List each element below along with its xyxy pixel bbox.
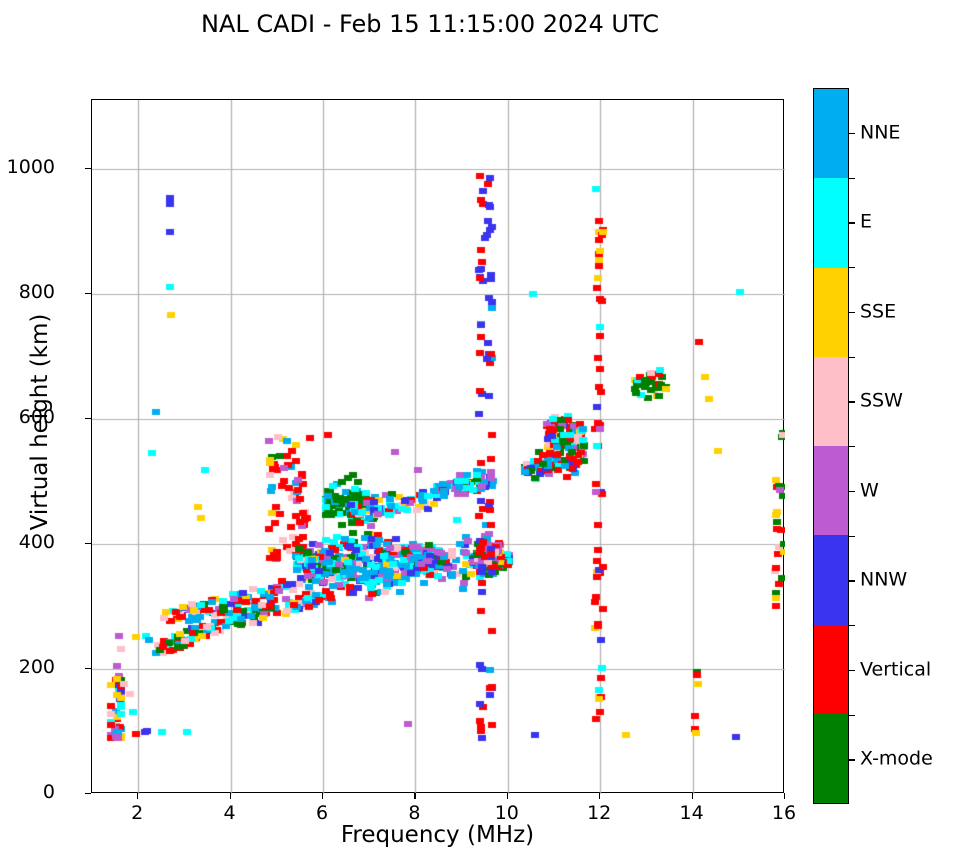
- y-tick-mark: [85, 542, 91, 545]
- x-tick-mark: [229, 793, 231, 799]
- colorbar-tick-labels: NNE E SSE SSW W NNW Vertical X-mode: [849, 88, 958, 804]
- colorbar-segment-w[interactable]: [814, 446, 848, 536]
- y-tick-mark: [85, 417, 91, 420]
- colorbar-segment-nnw[interactable]: [814, 535, 848, 625]
- x-tick-label: 6: [315, 802, 329, 824]
- colorbar-label-x-mode: X-mode: [860, 747, 933, 770]
- colorbar-label-sse: SSE: [860, 300, 897, 323]
- colorbar-tick-mark: [849, 490, 855, 493]
- y-axis-tick-labels: 0 200 400 600 800 1000: [0, 0, 91, 857]
- x-tick-mark: [784, 793, 786, 799]
- colorbar-tick-mark: [849, 580, 855, 582]
- colorbar-boundary-mark: [849, 714, 855, 716]
- x-tick-label: 8: [408, 802, 421, 824]
- colorbar[interactable]: [813, 88, 849, 804]
- x-tick-mark: [599, 793, 601, 799]
- colorbar-boundary-mark: [849, 446, 855, 448]
- colorbar-boundary-mark: [849, 177, 855, 179]
- plot-axes-area[interactable]: [91, 99, 785, 794]
- colorbar-segment-vertical[interactable]: [814, 624, 848, 714]
- colorbar-tick-mark: [849, 311, 855, 314]
- colorbar-segment-nne[interactable]: [814, 89, 848, 179]
- colorbar-boundary-mark: [849, 356, 855, 358]
- colorbar-label-nnw: NNW: [860, 568, 908, 591]
- colorbar-tick-mark: [849, 401, 855, 403]
- ionogram-data-canvas[interactable]: [92, 100, 785, 794]
- colorbar-label-nne: NNE: [860, 121, 901, 144]
- colorbar-label-ssw: SSW: [860, 389, 903, 412]
- x-tick-mark: [414, 793, 416, 799]
- colorbar-segment-x-mode[interactable]: [814, 713, 848, 803]
- colorbar-tick-mark: [849, 759, 855, 761]
- y-tick-label: 200: [18, 655, 55, 678]
- x-axis-tick-labels: 2 4 6 8 10 12 14 16: [0, 800, 958, 826]
- x-tick-mark: [322, 793, 324, 799]
- y-tick-mark: [85, 292, 91, 295]
- colorbar-boundary-mark: [849, 625, 855, 627]
- y-tick-mark: [85, 167, 91, 170]
- x-tick-mark: [137, 793, 139, 799]
- colorbar-tick-mark: [849, 669, 855, 672]
- colorbar-boundary-mark: [849, 267, 855, 269]
- x-axis-label: Frequency (MHz): [340, 822, 535, 848]
- y-tick-label: 400: [18, 530, 55, 553]
- colorbar-segment-e[interactable]: [814, 178, 848, 268]
- colorbar-tick-mark: [849, 222, 855, 224]
- y-tick-mark: [85, 793, 91, 795]
- colorbar-tick-mark: [849, 132, 855, 135]
- x-tick-mark: [506, 793, 509, 799]
- colorbar-segment-ssw[interactable]: [814, 356, 848, 446]
- x-tick-label: 16: [771, 802, 797, 824]
- y-tick-label: 1000: [6, 155, 55, 178]
- y-tick-mark: [85, 667, 91, 670]
- colorbar-label-vertical: Vertical: [860, 658, 932, 681]
- x-tick-label: 12: [587, 802, 612, 824]
- x-tick-mark: [691, 793, 693, 799]
- page-title: NAL CADI - Feb 15 11:15:00 2024 UTC: [200, 10, 659, 38]
- x-tick-label: 14: [679, 802, 704, 824]
- colorbar-segment-sse[interactable]: [814, 267, 848, 357]
- colorbar-label-w: W: [860, 479, 879, 502]
- x-tick-label: 10: [494, 802, 519, 824]
- y-tick-label: 600: [18, 405, 55, 428]
- x-tick-label: 2: [131, 802, 144, 824]
- y-tick-label: 0: [42, 781, 55, 803]
- x-tick-label: 4: [223, 802, 236, 824]
- y-tick-label: 800: [18, 280, 55, 303]
- y-axis-label: Virtual height (km): [27, 313, 53, 531]
- colorbar-boundary-mark: [849, 535, 855, 537]
- colorbar-label-e: E: [860, 210, 873, 233]
